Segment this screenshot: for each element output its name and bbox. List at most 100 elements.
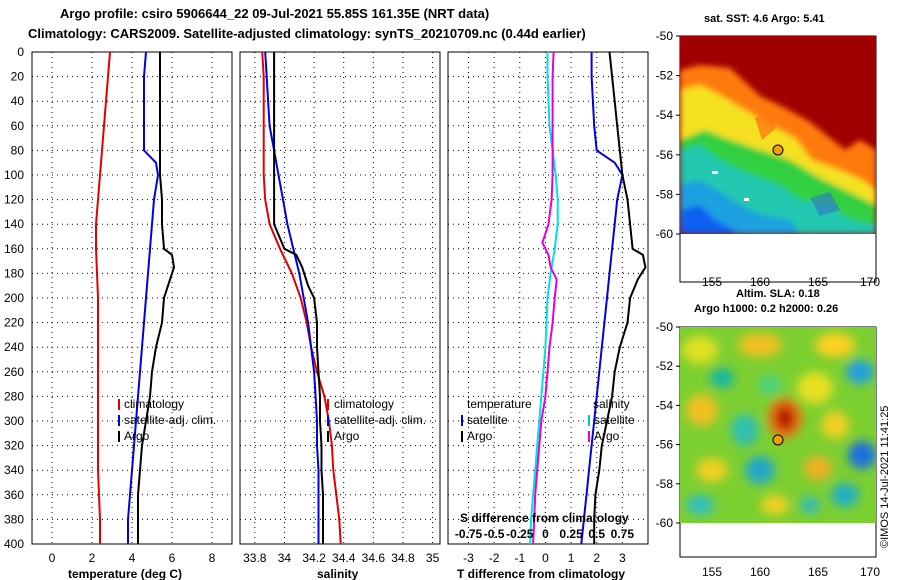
temperature-xlabel: temperature (deg C): [68, 567, 182, 580]
legend-label-climatology: climatology: [124, 397, 184, 411]
temperature-grid: [32, 52, 232, 544]
difference-xticks: -3 -2 -1 0 1 2 3: [463, 551, 626, 565]
difference-series: [529, 51, 647, 545]
s-diff-tick-label: 0.5: [588, 527, 605, 541]
sst-map: [679, 35, 877, 283]
series-line-argo: [273, 52, 324, 544]
sla-map: [679, 326, 877, 558]
difference-xlabel: T difference from climatology: [457, 567, 625, 580]
sla-map-title-line2: Argo h1000: 0.2 h2000: 0.26: [694, 303, 838, 315]
x-tick-label: 2: [89, 551, 96, 565]
x-tick-label: 34: [278, 551, 292, 565]
s-diff-tick-label: 0.75: [611, 527, 635, 541]
x-tick-label: 4: [129, 551, 136, 565]
depth-tick-label: 220: [4, 316, 24, 330]
depth-tick-label: 120: [4, 193, 24, 207]
map-lat-label: -54: [656, 398, 674, 412]
depth-tick-label: 400: [4, 537, 24, 551]
salinity-xlabel: salinity: [317, 567, 359, 580]
s-diff-tick-label: -0.75: [455, 527, 483, 541]
difference-s-ticks: -0.75 -0.5 -0.25 0 0.25 0.5 0.75: [455, 527, 635, 541]
map-axes: -50 -52 -54 -56 -58 -60 155 160 165 170 -50 -52 -54 -…: [656, 29, 881, 579]
depth-tick-label: 240: [4, 340, 24, 354]
map-lat-label: -58: [656, 477, 674, 491]
legend-label-argo: Argo: [124, 429, 150, 443]
sst-map-title: sat. SST: 4.6 Argo: 5.41: [704, 13, 825, 25]
x-tick-label: 34.8: [391, 551, 415, 565]
depth-tick-label: 300: [4, 414, 24, 428]
series-line-satellite-adj-clim-: [127, 51, 160, 544]
series-line-s-argo: [532, 51, 558, 545]
depth-tick-label: 140: [4, 217, 24, 231]
s-diff-tick-label: -0.25: [506, 527, 534, 541]
depth-tick-label: 340: [4, 463, 24, 477]
legend-label-t-argo: Argo: [467, 429, 493, 443]
figure-title-line2: Climatology: CARS2009. Satellite-adjuste…: [28, 26, 586, 41]
map-lon-label: 170: [860, 275, 880, 289]
depth-axis-labels: 0 20 40 60 80 100 120 140 160 180 200 220 240 260 280 3…: [4, 45, 24, 551]
depth-tick-label: 200: [4, 291, 24, 305]
depth-tick-label: 60: [11, 119, 25, 133]
map-lat-label: -56: [656, 148, 674, 162]
legend-label-satellite-adj: satellite-adj. clim.: [334, 413, 426, 427]
depth-tick-label: 320: [4, 439, 24, 453]
map-lat-label: -52: [656, 69, 674, 83]
depth-tick-label: 20: [11, 70, 25, 84]
map-lon-label: 165: [808, 565, 828, 579]
salinity-legend: climatology satellite-adj. clim. Argo: [327, 397, 426, 443]
salinity-panel: 33.8 34 34.2 34.4 34.6 34.8 35 salinity climat…: [239, 51, 441, 580]
depth-tick-label: 180: [4, 266, 24, 280]
s-diff-tick-label: 0.25: [559, 527, 583, 541]
sst-field: [680, 36, 876, 234]
series-line-t-argo: [593, 51, 647, 544]
salinity-series: [261, 51, 342, 545]
legend-label-satellite-adj: satellite-adj. clim.: [124, 413, 216, 427]
map-lon-label: 155: [702, 275, 722, 289]
map-lon-label: 155: [702, 565, 722, 579]
depth-tick-label: 360: [4, 488, 24, 502]
series-line-climatology: [261, 51, 342, 545]
legend-label-argo: Argo: [334, 429, 360, 443]
s-diff-tick-label: -0.5: [484, 527, 505, 541]
x-tick-label: 0: [542, 551, 549, 565]
legend-label-climatology: climatology: [334, 397, 394, 411]
series-line-s-satellite: [529, 52, 559, 545]
x-tick-label: 34.4: [332, 551, 356, 565]
sla-map-title-line1: Altim. SLA: 0.18: [736, 288, 820, 300]
sla-field: [680, 327, 876, 523]
s-difference-label: S difference from climatology: [460, 511, 629, 525]
series-line-satellite-adj-clim-: [264, 51, 320, 544]
salinity-xticks: 33.8 34 34.2 34.4 34.6 34.8 35: [243, 551, 439, 565]
difference-legend-salinity: salinity satellite Argo: [588, 397, 635, 443]
map-lat-label: -54: [656, 108, 674, 122]
map-lat-label: -58: [656, 187, 674, 201]
depth-tick-label: 280: [4, 389, 24, 403]
map-lat-label: -50: [656, 320, 674, 334]
legend-label-s-argo: Argo: [594, 429, 620, 443]
difference-legend-temperature: temperature satellite Argo: [461, 397, 532, 443]
imos-credit: ©IMOS 14-Jul-2021 11:41:25: [879, 406, 891, 548]
difference-panel: -3 -2 -1 0 1 2 3 -0.75 -0.5 -0.25 0 0.25 0.5 0.75 S …: [447, 51, 649, 580]
sst-argo-position-marker: [772, 144, 784, 156]
x-tick-label: 2: [593, 551, 600, 565]
s-diff-tick-label: 0: [542, 527, 549, 541]
legend-title-salinity: salinity: [593, 397, 630, 411]
x-tick-label: 3: [619, 551, 626, 565]
depth-tick-label: 0: [17, 45, 24, 59]
x-tick-label: -1: [514, 551, 525, 565]
x-tick-label: 33.8: [243, 551, 267, 565]
map-lat-label: -52: [656, 359, 674, 373]
legend-title-temperature: temperature: [467, 397, 532, 411]
x-tick-label: 0: [49, 551, 56, 565]
map-lat-label: -56: [656, 438, 674, 452]
series-line-climatology: [95, 51, 111, 544]
depth-tick-label: 260: [4, 365, 24, 379]
map-lon-label: 160: [750, 565, 770, 579]
x-tick-label: 8: [209, 551, 216, 565]
depth-tick-label: 160: [4, 242, 24, 256]
map-lon-label: 170: [860, 565, 880, 579]
x-tick-label: -3: [463, 551, 474, 565]
x-tick-label: 35: [426, 551, 440, 565]
temperature-series: [95, 51, 176, 544]
